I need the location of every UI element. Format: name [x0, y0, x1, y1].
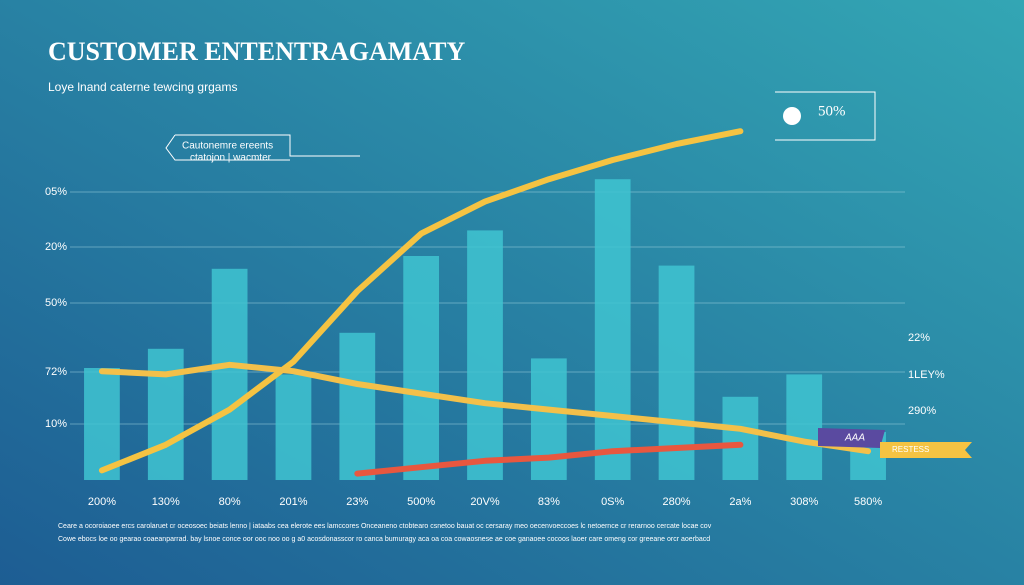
- bar: [84, 368, 120, 480]
- x-tick-label: 500%: [407, 496, 435, 508]
- callout-text: ctatojon | wacmter: [190, 153, 272, 164]
- x-tick-label: 0S%: [601, 496, 624, 508]
- callout-frame: [165, 134, 360, 161]
- right-label: 290%: [908, 405, 936, 417]
- bar: [658, 265, 695, 480]
- x-tick-label: 83%: [538, 496, 560, 508]
- chart-title: CUSTOMER ENTENTRAGAMATY: [48, 37, 465, 66]
- y-label: 10%: [45, 418, 67, 430]
- bar: [722, 396, 759, 480]
- x-tick-label: 308%: [790, 496, 818, 508]
- footnote: Ceare a ocoroiaoee ercs carolaruet cr oc…: [58, 523, 712, 530]
- bar: [211, 268, 248, 480]
- footnote: Cowe ebocs loe oo gearao coaeanparrad. b…: [58, 536, 710, 543]
- x-tick-label: 80%: [219, 496, 241, 508]
- x-tick-label: 201%: [279, 496, 307, 508]
- bar: [403, 256, 440, 480]
- bar: [467, 230, 503, 480]
- y-label: 50%: [45, 297, 67, 309]
- peak-frame: [775, 91, 876, 141]
- tag-shape: [818, 428, 885, 448]
- subtitle: Loye lnand caterne tewcing grgams: [48, 80, 237, 94]
- y-label: 05%: [45, 186, 67, 198]
- right-label: 1LEY%: [908, 369, 945, 381]
- x-tick-label: 280%: [662, 496, 690, 508]
- right-labels: 22% 1LEY% 290%: [908, 332, 945, 417]
- tag-label: RESTESS: [892, 445, 929, 454]
- tag-label: AAA: [844, 433, 865, 444]
- y-label: 72%: [45, 366, 67, 378]
- x-tick-label: 580%: [854, 496, 882, 508]
- bar: [594, 179, 631, 480]
- x-tick-label: 23%: [346, 496, 368, 508]
- peak-label: 50%: [818, 103, 846, 119]
- peak-dot: [783, 107, 801, 125]
- x-tick-label: 130%: [152, 496, 180, 508]
- y-label: 20%: [45, 241, 67, 253]
- x-tick-label: 20V%: [470, 496, 500, 508]
- bar: [339, 332, 376, 480]
- x-tick-label: 200%: [88, 496, 116, 508]
- line: [98, 128, 744, 474]
- bar: [147, 348, 184, 480]
- x-tick-label: 2a%: [729, 496, 751, 508]
- right-label: 22%: [908, 332, 930, 344]
- line: [354, 441, 744, 477]
- callout-text: Cautonemre ereents: [182, 141, 273, 152]
- y-labels: 05% 20% 50% 72% 10%: [45, 186, 67, 430]
- plot: [84, 128, 886, 480]
- bar: [275, 374, 312, 480]
- bar: [786, 374, 823, 480]
- bar: [530, 358, 567, 480]
- line: [98, 361, 872, 455]
- tag-shape: [880, 442, 972, 458]
